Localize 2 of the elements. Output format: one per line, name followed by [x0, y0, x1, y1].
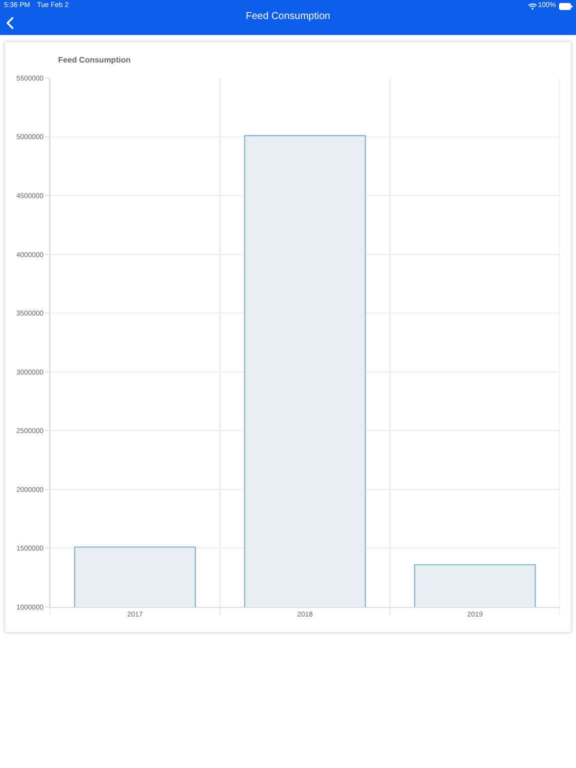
- chart-title: Feed Consumption: [58, 55, 131, 64]
- text: Feed Consumption: [244, 11, 332, 22]
